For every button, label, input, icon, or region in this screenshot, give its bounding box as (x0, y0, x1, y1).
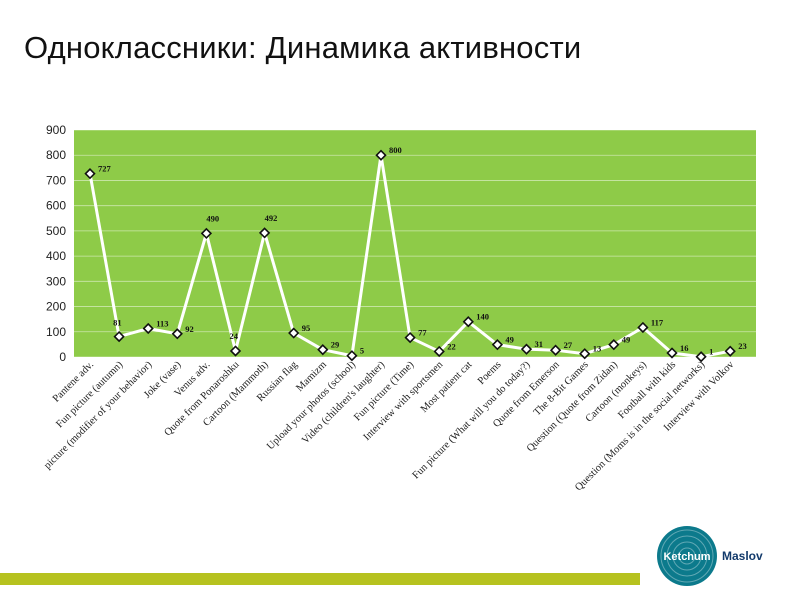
data-label: 24 (230, 331, 239, 341)
data-label: 23 (738, 341, 747, 351)
logo-ring (672, 541, 702, 571)
data-point (84, 168, 96, 180)
data-label: 95 (302, 323, 311, 333)
y-tick-label: 900 (46, 123, 66, 137)
data-point (142, 322, 154, 335)
data-point (549, 344, 562, 356)
slide-title: Одноклассники: Динамика активности (24, 30, 582, 65)
data-label: 117 (651, 317, 664, 327)
data-label: 113 (156, 318, 168, 328)
data-point (346, 350, 358, 362)
plot-area (74, 130, 756, 357)
logo-ring (660, 529, 714, 583)
data-point (724, 345, 736, 357)
data-point (200, 227, 213, 240)
data-label: 77 (418, 328, 427, 338)
y-tick-label: 400 (46, 249, 66, 263)
data-point (229, 345, 242, 357)
logo-secondary-text: Maslov (722, 549, 763, 563)
y-tick-label: 100 (46, 325, 66, 339)
data-label: 492 (265, 213, 278, 223)
x-axis: Pantene adv.Fun picture (autumn)picture … (42, 359, 737, 494)
data-point (491, 339, 504, 351)
y-tick-label: 700 (46, 173, 66, 187)
data-label: 49 (505, 335, 514, 345)
y-tick-label: 600 (46, 199, 66, 213)
series (84, 149, 736, 363)
y-tick-label: 0 (59, 350, 66, 364)
data-label: 490 (206, 213, 219, 223)
y-tick-label: 800 (46, 148, 66, 162)
y-axis: 0 100 200 300 400 500 600 700 800 900 (46, 123, 66, 364)
data-point (171, 328, 183, 340)
data-point (404, 331, 416, 344)
data-label: 5 (360, 346, 364, 356)
data-label: 13 (593, 344, 602, 354)
data-label: 800 (389, 145, 402, 155)
logo-primary-text: Ketchum (663, 551, 710, 563)
data-label: 49 (622, 335, 631, 345)
data-label: 140 (476, 312, 489, 322)
data-point (258, 227, 271, 239)
ketchum-logo: Ketchum Maslov (657, 526, 763, 586)
y-tick-label: 300 (46, 274, 66, 288)
data-point (288, 327, 300, 339)
data-point (608, 339, 620, 351)
data-point (113, 330, 125, 343)
logo-circle-icon (657, 526, 717, 586)
data-label: 31 (535, 339, 544, 349)
bottom-accent-bar (0, 573, 640, 585)
gridlines (74, 129, 756, 358)
logo-rings-icon (660, 529, 714, 583)
data-label: 27 (564, 340, 573, 350)
x-tick-label: Most patient cat (419, 359, 475, 415)
data-label: 1 (709, 347, 713, 357)
data-point (317, 344, 329, 356)
data-point (375, 149, 387, 161)
data-point (433, 345, 445, 358)
data-point (695, 351, 707, 363)
data-point (637, 321, 649, 334)
x-tick-label: Poems (476, 359, 504, 387)
logo-ring (678, 547, 696, 565)
data-point (579, 348, 591, 360)
data-label: 92 (185, 324, 194, 334)
data-label: 81 (113, 318, 122, 328)
data-point (520, 343, 533, 355)
y-tick-label: 500 (46, 224, 66, 238)
data-point (462, 316, 474, 328)
data-label: 22 (447, 341, 456, 351)
x-tick-label: picture (modifier of your behavior) (42, 359, 154, 471)
data-label: 29 (331, 340, 340, 350)
y-tick-label: 200 (46, 300, 66, 314)
logo-ring (666, 535, 708, 577)
data-label: 727 (98, 164, 112, 174)
data-point (666, 347, 678, 359)
data-label: 16 (680, 343, 689, 353)
